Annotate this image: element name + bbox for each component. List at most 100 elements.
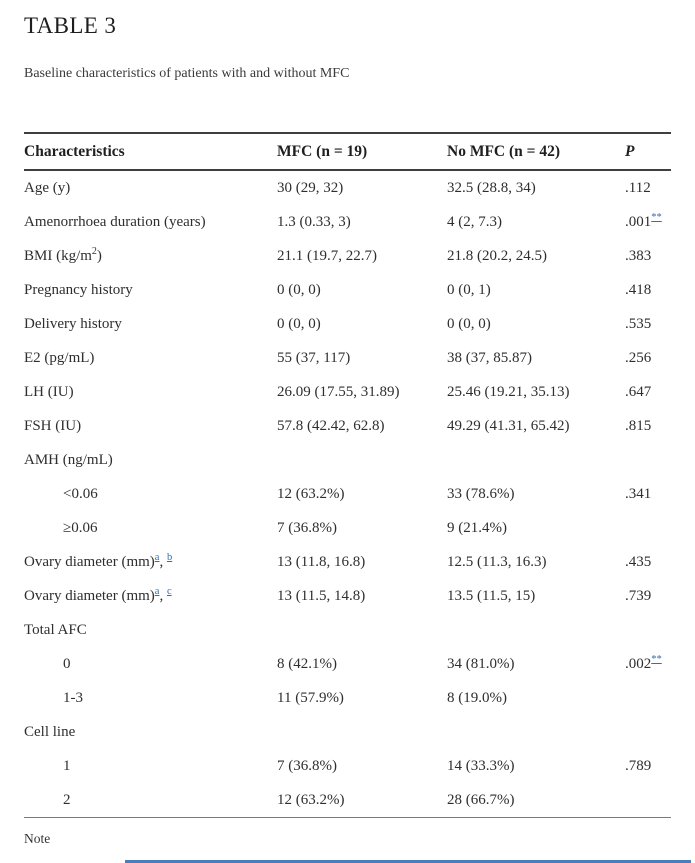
p-value-cell: .789 <box>625 757 652 774</box>
p-value-cell: .815 <box>625 417 652 434</box>
p-value-cell: .418 <box>625 281 652 298</box>
mfc-value-cell: 26.09 (17.55, 31.89) <box>277 383 400 400</box>
col-header-no-mfc: No MFC (n = 42) <box>447 143 561 160</box>
table-row: 2 12 (63.2%) 28 (66.7%) <box>24 783 671 818</box>
footnote-link-significance[interactable]: ** <box>651 653 662 665</box>
table-row: Ovary diameter (mm)a, c 13 (11.5, 14.8) 13… <box>24 579 671 613</box>
col-header-mfc: MFC (n = 19) <box>277 143 368 160</box>
no-mfc-value-cell <box>447 715 625 749</box>
footnote-link-a[interactable]: a <box>154 585 160 597</box>
p-value-cell <box>625 681 671 715</box>
no-mfc-value-cell <box>447 443 625 477</box>
table-row: Total AFC <box>24 613 671 647</box>
no-mfc-value-cell <box>447 613 625 647</box>
baseline-characteristics-table: Characteristics MFC (n = 19) No MFC (n =… <box>24 132 671 818</box>
characteristic-cell: Amenorrhoea duration (years) <box>24 213 206 230</box>
table-row: E2 (pg/mL) 55 (37, 117) 38 (37, 85.87) .256 <box>24 341 671 375</box>
characteristic-cell: 1 <box>63 757 71 774</box>
footnote-link-b[interactable]: b <box>166 551 173 563</box>
table-row: LH (IU) 26.09 (17.55, 31.89) 25.46 (19.21,… <box>24 375 671 409</box>
table-row: Ovary diameter (mm)a, b 13 (11.8, 16.8) 12… <box>24 545 671 579</box>
no-mfc-value-cell: 9 (21.4%) <box>447 519 507 536</box>
p-value-cell <box>625 443 671 477</box>
p-value-cell: .647 <box>625 383 652 400</box>
table-row: 1-3 11 (57.9%) 8 (19.0%) <box>24 681 671 715</box>
p-value-cell <box>625 783 671 818</box>
p-value-cell: .002** <box>625 653 662 672</box>
table-row: FSH (IU) 57.8 (42.42, 62.8) 49.29 (41.31, … <box>24 409 671 443</box>
mfc-value-cell: 0 (0, 0) <box>277 281 321 298</box>
mfc-value-cell: 30 (29, 32) <box>277 179 344 196</box>
col-header-characteristics: Characteristics <box>24 143 125 160</box>
p-value-cell <box>625 715 671 749</box>
table-row: 1 7 (36.8%) 14 (33.3%) .789 <box>24 749 671 783</box>
p-value-cell: .739 <box>625 587 652 604</box>
p-value-cell: .535 <box>625 315 652 332</box>
footnote-link-significance[interactable]: ** <box>651 211 662 223</box>
mfc-value-cell <box>277 613 447 647</box>
no-mfc-value-cell: 38 (37, 85.87) <box>447 349 532 366</box>
no-mfc-value-cell: 13.5 (11.5, 15) <box>447 587 536 604</box>
no-mfc-value-cell: 0 (0, 0) <box>447 315 491 332</box>
unit-superscript: 2 <box>91 245 97 257</box>
p-value-cell: .001** <box>625 211 662 230</box>
no-mfc-value-cell: 33 (78.6%) <box>447 485 515 502</box>
footnote-link-c[interactable]: c <box>166 585 172 597</box>
mfc-value-cell: 21.1 (19.7, 22.7) <box>277 247 377 264</box>
no-mfc-value-cell: 0 (0, 1) <box>447 281 491 298</box>
characteristic-cell: Delivery history <box>24 315 122 332</box>
no-mfc-value-cell: 49.29 (41.31, 65.42) <box>447 417 570 434</box>
p-value-cell: .256 <box>625 349 652 366</box>
p-value-cell: .435 <box>625 553 652 570</box>
characteristic-cell: Pregnancy history <box>24 281 133 298</box>
mfc-value-cell: 11 (57.9%) <box>277 689 344 706</box>
table-row: <0.06 12 (63.2%) 33 (78.6%) .341 <box>24 477 671 511</box>
no-mfc-value-cell: 21.8 (20.2, 24.5) <box>447 247 547 264</box>
characteristic-cell: <0.06 <box>63 485 98 502</box>
table-row: Age (y) 30 (29, 32) 32.5 (28.8, 34) .112 <box>24 170 671 205</box>
characteristic-cell: Cell line <box>24 723 76 740</box>
p-value-cell: .112 <box>625 179 651 196</box>
characteristic-cell: Ovary diameter (mm)a, b <box>24 551 173 570</box>
mfc-value-cell: 7 (36.8%) <box>277 519 337 536</box>
table-body: Age (y) 30 (29, 32) 32.5 (28.8, 34) .112 Ame… <box>24 170 671 818</box>
characteristic-cell: ≥0.06 <box>63 519 98 536</box>
characteristic-cell: 2 <box>63 791 71 808</box>
mfc-value-cell: 55 (37, 117) <box>277 349 351 366</box>
no-mfc-value-cell: 12.5 (11.3, 16.3) <box>447 553 547 570</box>
characteristic-cell: Ovary diameter (mm)a, c <box>24 585 172 604</box>
p-value-cell: .341 <box>625 485 652 502</box>
table-row: BMI (kg/m2) 21.1 (19.7, 22.7) 21.8 (20.2, … <box>24 239 671 273</box>
mfc-value-cell: 13 (11.5, 14.8) <box>277 587 366 604</box>
characteristic-cell: LH (IU) <box>24 383 74 400</box>
table-header: Characteristics MFC (n = 19) No MFC (n =… <box>24 133 671 170</box>
mfc-value-cell: 13 (11.8, 16.8) <box>277 553 366 570</box>
mfc-value-cell: 0 (0, 0) <box>277 315 321 332</box>
mfc-value-cell: 1.3 (0.33, 3) <box>277 213 351 230</box>
header-row: Characteristics MFC (n = 19) No MFC (n =… <box>24 133 671 170</box>
mfc-value-cell <box>277 443 447 477</box>
note-label: Note <box>24 831 51 846</box>
mfc-value-cell: 8 (42.1%) <box>277 655 337 672</box>
characteristic-cell: Age (y) <box>24 179 71 196</box>
no-mfc-value-cell: 14 (33.3%) <box>447 757 515 774</box>
characteristic-cell: AMH (ng/mL) <box>24 451 113 468</box>
table-row: AMH (ng/mL) <box>24 443 671 477</box>
table-row: Amenorrhoea duration (years) 1.3 (0.33, 3… <box>24 205 671 239</box>
no-mfc-value-cell: 4 (2, 7.3) <box>447 213 502 230</box>
no-mfc-value-cell: 8 (19.0%) <box>447 689 507 706</box>
table-row: Cell line <box>24 715 671 749</box>
table-row: Pregnancy history 0 (0, 0) 0 (0, 1) .418 <box>24 273 671 307</box>
characteristic-cell: E2 (pg/mL) <box>24 349 95 366</box>
characteristic-cell: BMI (kg/m2) <box>24 245 102 264</box>
table-caption: Baseline characteristics of patients wit… <box>24 66 350 81</box>
characteristic-cell: Total AFC <box>24 621 87 638</box>
characteristic-cell: 0 <box>63 655 71 672</box>
mfc-value-cell: 12 (63.2%) <box>277 791 345 808</box>
table-number-heading: TABLE 3 <box>24 13 117 38</box>
footnote-link-a[interactable]: a <box>154 551 160 563</box>
col-header-p-value: P <box>625 143 635 160</box>
table-row: ≥0.06 7 (36.8%) 9 (21.4%) <box>24 511 671 545</box>
table-row: 0 8 (42.1%) 34 (81.0%) .002** <box>24 647 671 681</box>
characteristic-cell: 1-3 <box>63 689 83 706</box>
